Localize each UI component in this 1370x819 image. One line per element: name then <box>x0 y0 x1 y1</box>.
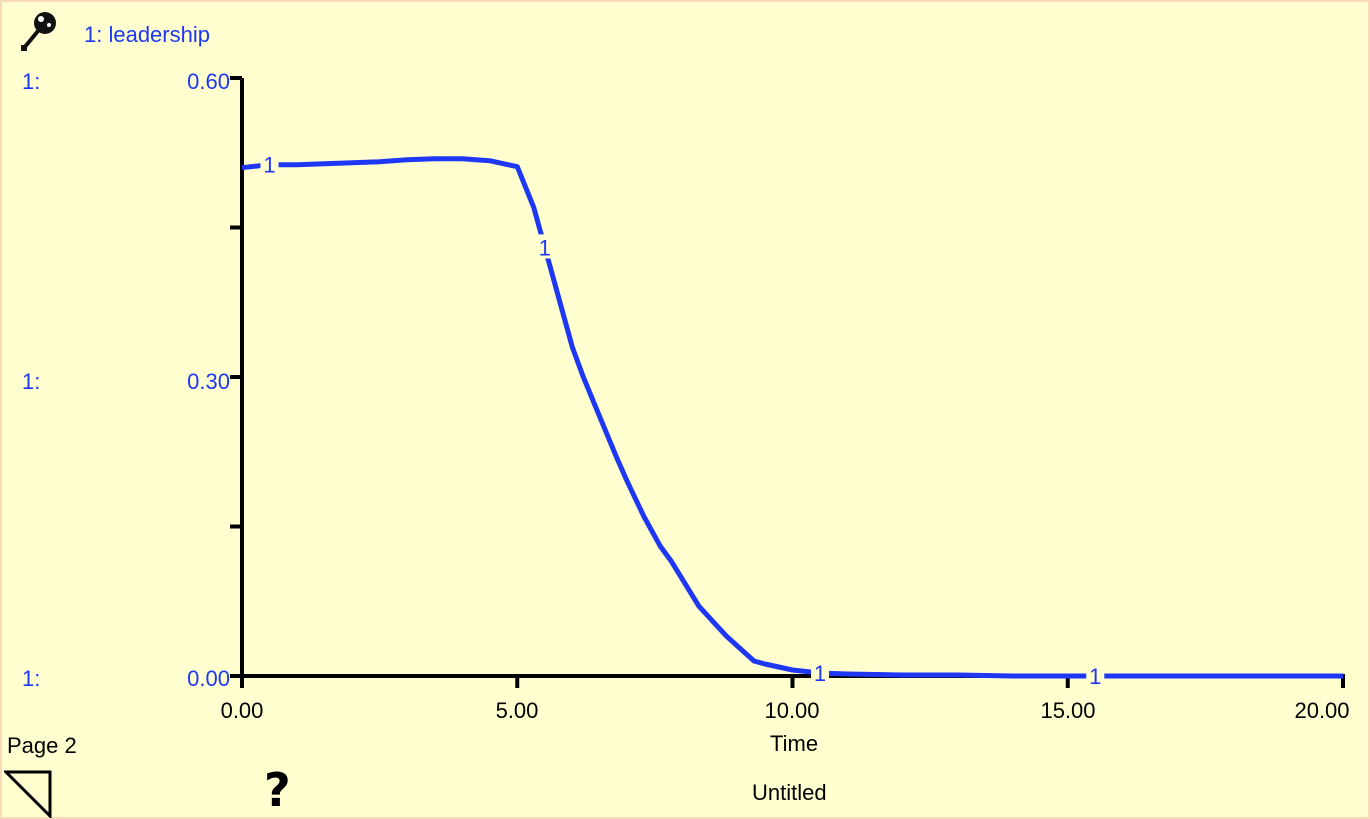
page-label[interactable]: Page 2 <box>7 733 77 758</box>
series-marker-bg-2 <box>811 660 830 685</box>
series-leadership <box>241 156 1343 679</box>
x-tick-label-20: 20.00 <box>1294 698 1350 723</box>
series-markers: 1 1 1 1 <box>260 151 1105 689</box>
y-tick-label-bottom: 0.00 <box>187 666 230 691</box>
y-scale-prefix-bottom: 1: <box>22 666 41 691</box>
pin-icon[interactable] <box>18 8 64 54</box>
x-tick-label-0: 0.00 <box>220 698 264 723</box>
y-scale-prefix-mid: 1: <box>22 369 41 394</box>
x-axis-label: Time <box>770 731 819 756</box>
series-marker-label-2: 1 <box>814 661 826 686</box>
series-marker-label-1: 1 <box>539 235 551 260</box>
series-marker-bg-0 <box>260 151 279 176</box>
series-marker-label-0: 1 <box>263 153 275 178</box>
y-scale-prefix-top: 1: <box>22 69 41 94</box>
chart-axes <box>230 76 1345 688</box>
y-tick-label-mid: 0.30 <box>187 369 230 394</box>
x-tick-label-10: 10.00 <box>764 698 820 723</box>
series-line-leadership <box>241 156 1343 679</box>
y-tick-label-top: 0.60 <box>187 69 230 94</box>
question-mark-icon[interactable]: ? <box>264 763 291 817</box>
page-corner-icon[interactable] <box>4 770 52 818</box>
x-tick-label-5: 5.00 <box>495 698 539 723</box>
series-marker-label-3: 1 <box>1089 664 1101 689</box>
series-marker-bg-1 <box>535 234 554 259</box>
x-tick-label-15: 15.00 <box>1040 698 1096 723</box>
series-marker-bg-3 <box>1086 663 1105 687</box>
legend-entry[interactable]: 1: leadership <box>84 22 210 47</box>
document-title: Untitled <box>752 780 827 805</box>
